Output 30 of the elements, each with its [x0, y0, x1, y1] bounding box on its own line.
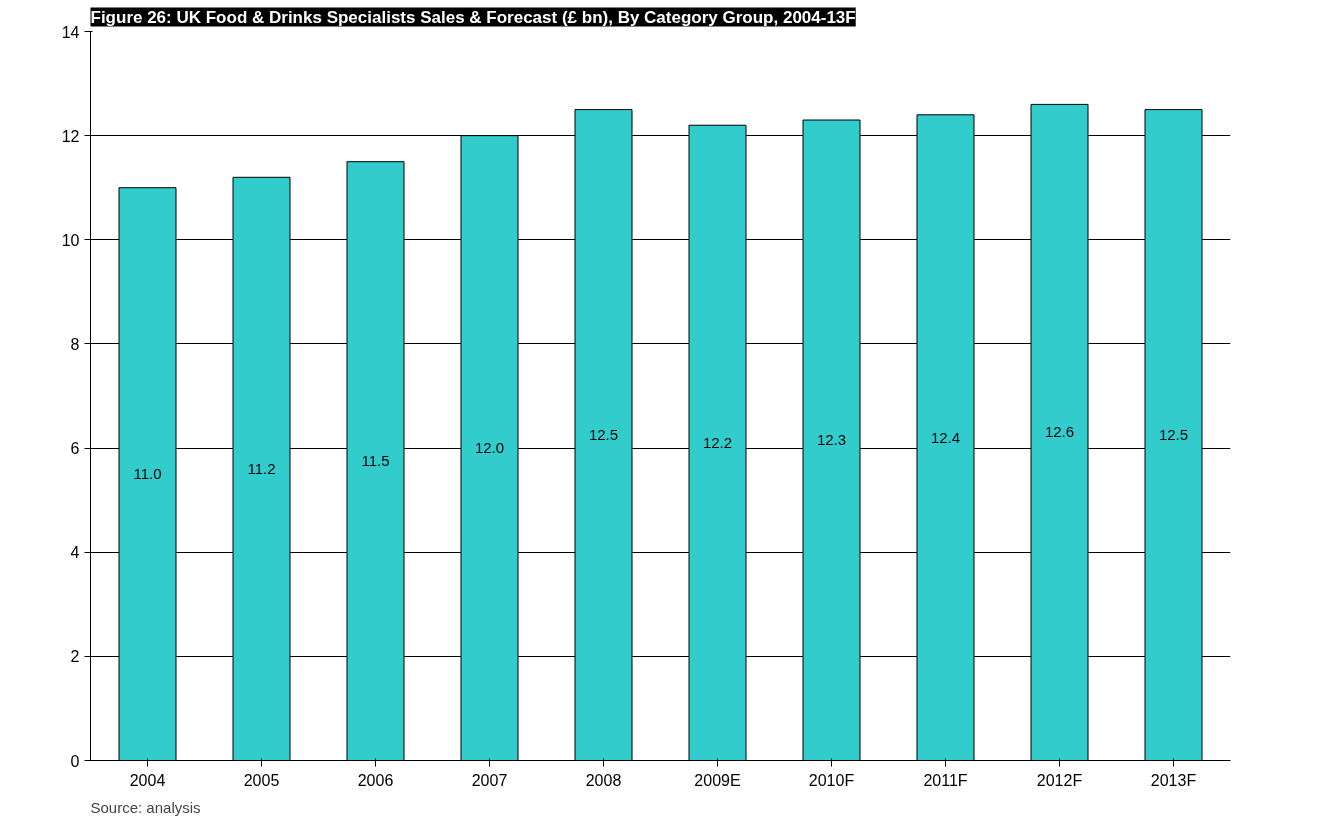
y-tick-label: 4 [70, 544, 80, 562]
data-label: 12.4 [930, 428, 961, 446]
x-tick-label: 2011F [923, 771, 968, 789]
y-tick-label: 0 [70, 752, 80, 770]
data-label: 12.5 [1158, 426, 1189, 444]
data-label: 12.3 [816, 431, 847, 449]
x-tick-label: 2010F [808, 771, 855, 789]
y-tick-label: 10 [61, 231, 80, 249]
x-tick-label: 2007 [471, 771, 508, 789]
data-label: 11.0 [133, 465, 162, 483]
x-tick-label: 2006 [357, 771, 394, 789]
x-tick-label: 2012F [1036, 771, 1083, 789]
data-label: 12.2 [702, 433, 733, 451]
x-tick-label: 2008 [585, 771, 622, 789]
data-label: 12.5 [588, 426, 619, 444]
x-tick-label: 2004 [129, 771, 166, 789]
y-tick-label: 8 [70, 335, 80, 353]
y-tick-label: 14 [61, 23, 80, 41]
y-tick-label: 12 [61, 127, 80, 145]
data-label: 12.6 [1044, 423, 1075, 441]
x-tick-label: 2013F [1150, 771, 1197, 789]
chart-title: Figure 26: UK Food & Drinks Specialists Sales & Forecast (£ bn), By Category Group, 2004-13F [90, 7, 856, 27]
y-tick-label: 6 [70, 440, 80, 458]
x-tick-label: 2005 [243, 771, 280, 789]
data-label: 11.5 [361, 452, 390, 470]
y-tick-label: 2 [70, 648, 80, 666]
data-label: 12.0 [474, 439, 505, 457]
source-note: Source: analysis [90, 798, 201, 816]
data-label: 11.2 [247, 459, 276, 477]
x-tick-label: 2009E [694, 771, 741, 789]
